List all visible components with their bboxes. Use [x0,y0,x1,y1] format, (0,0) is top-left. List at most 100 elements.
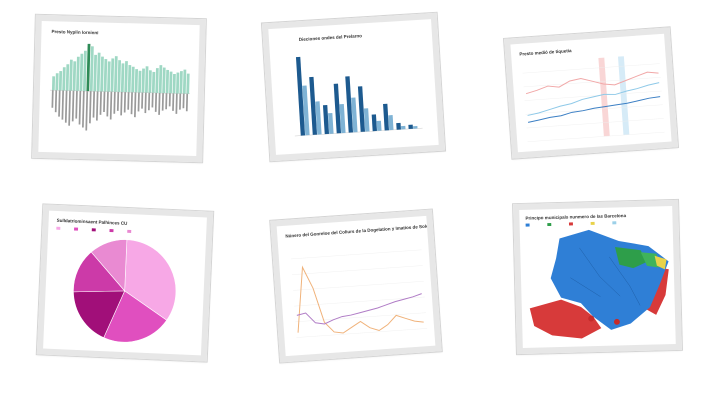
bar-positive [58,71,63,91]
chart-title: Presto medió de tiquetia [519,48,572,57]
bar-negative [106,91,109,117]
bar [371,114,377,132]
chart-card-6[interactable]: Principo municipals nunmero de las Barce… [513,199,682,355]
pie-slice [103,290,168,343]
highlight-band-1 [598,57,610,137]
series-line [527,96,661,123]
bar-positive [72,61,77,91]
bar-positive [169,71,173,94]
barcelona-map [529,229,669,339]
bar-negative [89,91,92,124]
chart-card-3[interactable]: Presto medió de tiquetia [504,27,678,159]
chart-card-4[interactable]: Sulldatriominsaent Palhinces CU [36,204,214,362]
bar-positive [158,65,163,94]
gridline [522,63,660,74]
bar [302,85,310,136]
bar-positive [117,60,122,92]
bar-negative [179,93,182,110]
diverging-bar-chart: Presto Nyplin lorninni [49,29,190,131]
bar-negative [165,93,168,110]
bar [363,108,370,132]
bar-negative [130,92,133,115]
bar-negative [127,92,130,110]
gridline [524,90,662,101]
bar-positive [186,73,190,94]
bar [351,97,358,133]
chart-title: Sulldatriominsaent Palhinces CU [57,218,128,226]
bar-negative [182,93,185,109]
bar-negative [137,92,140,112]
bar-negative [54,90,58,113]
bar-negative [144,92,147,114]
legend-swatch [91,228,96,232]
gridline [526,118,664,129]
series-line [297,265,424,334]
gridline [290,249,422,260]
line-chart: Presto medió de tiquetia [519,48,665,142]
bar-negative [85,91,89,131]
pie-slice [73,290,126,339]
bar-positive [145,66,149,93]
bar [322,104,330,135]
gridline [293,281,424,291]
bar-positive [89,46,94,92]
bar-positive [155,68,159,93]
chart-card-5[interactable]: Núnero del Gonreloe del Coliurs de la Do… [270,209,442,363]
bar-negative [147,92,151,111]
bar-negative [113,91,116,114]
bar-negative [116,91,120,111]
bar-negative [61,90,65,120]
bar-negative [175,93,178,114]
bar-positive [65,64,70,91]
pie-slice [90,239,128,292]
bar [357,86,366,132]
line-chart: Núnero del Gonreloe del Coliurs de la Do… [285,222,435,338]
bar-negative [185,93,189,112]
bar [295,56,306,136]
bar-positive [96,52,101,92]
bar-positive [69,59,73,91]
bar-positive [82,50,87,92]
bar [339,103,346,134]
bar-positive [51,76,56,91]
bar [333,83,342,134]
chart-card-2[interactable]: Dieciones ondes del Prelarno [261,12,446,162]
choropleth-map: Principo municipals nunmero de las Barce… [525,213,669,339]
bar-negative [158,92,161,115]
bar-positive [113,56,118,92]
gridline [292,265,423,275]
bar-negative [92,91,96,118]
bar-positive [55,73,59,91]
bar-positive [134,69,139,93]
bar-positive [100,56,104,92]
gridline [523,77,661,88]
bar [328,112,334,134]
bar-positive [62,67,66,91]
bar-positive [151,71,156,93]
bar-negative [141,92,144,109]
bar-negative [154,92,158,112]
bar-negative [123,92,127,113]
bar-positive [172,73,176,94]
bar-positive [93,54,98,92]
bar [408,124,413,129]
bar-positive [131,66,135,93]
bar-positive [120,63,125,93]
bar-negative [68,90,71,126]
legend-swatch [109,229,114,233]
pie-chart: Sulldatriominsaent Palhinces CU [56,218,177,343]
pie-slice [124,239,177,321]
bar [413,125,418,129]
bar-positive [182,69,187,94]
chart-card-1[interactable]: Presto Nyplin lorninni [32,14,206,163]
bar-positive [141,68,145,93]
bar-positive [162,67,166,94]
gridline [525,104,663,115]
bar-positive [79,53,84,91]
highlight-band-2 [617,56,630,136]
bar-negative [120,91,123,116]
bar-positive [179,71,183,94]
bar-negative [71,90,75,122]
bar-positive [110,58,115,92]
bar-positive [107,61,111,92]
